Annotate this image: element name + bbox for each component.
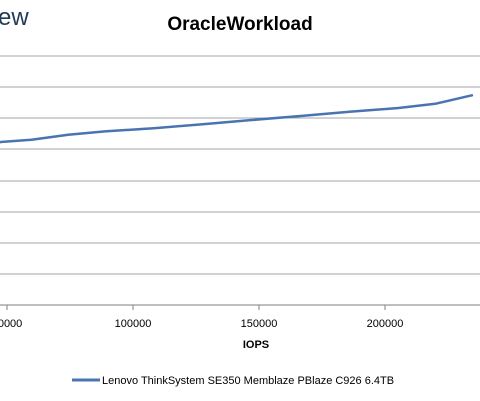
x-axis-label: IOPS xyxy=(243,339,269,351)
chart-title: OracleWorkload xyxy=(0,14,480,36)
x-tick-label-1: 100000 xyxy=(115,318,152,330)
x-tick-label-2: 150000 xyxy=(241,318,278,330)
x-tick-label-3: 200000 xyxy=(367,318,404,330)
legend-label-0: Lenovo ThinkSystem SE350 Memblaze PBlaze… xyxy=(102,375,394,387)
chart-title-text: OracleWorkload xyxy=(167,14,313,35)
series-line-0 xyxy=(0,94,474,144)
x-tick-label-0: 00000 xyxy=(0,318,22,330)
brand-logo-text: ew xyxy=(0,4,29,31)
